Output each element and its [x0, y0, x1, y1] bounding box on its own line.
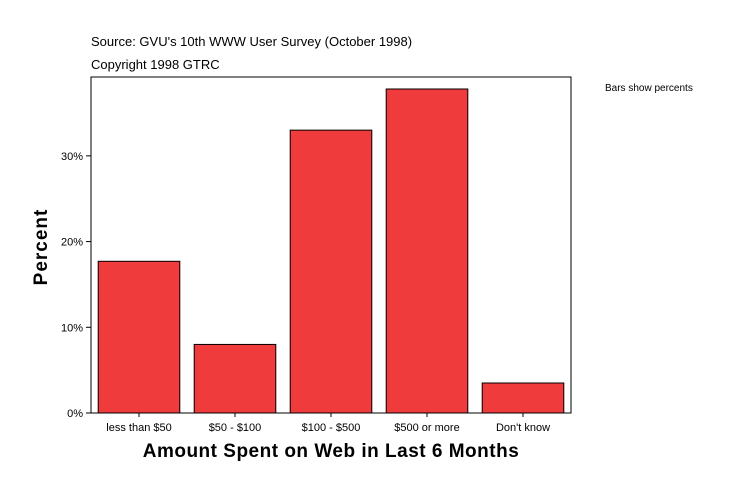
x-tick-label: $50 - $100: [209, 422, 262, 434]
bar: [97, 260, 181, 414]
bars-group: [97, 88, 565, 414]
x-tick-label: $500 or more: [394, 422, 459, 434]
y-tick-label: 30%: [61, 151, 83, 163]
y-tick-label: 10%: [61, 322, 83, 334]
legend-note: Bars show percents: [605, 83, 693, 94]
x-tick-label: $100 - $500: [302, 422, 361, 434]
x-tick-label: less than $50: [106, 422, 171, 434]
source-text: Source: GVU's 10th WWW User Survey (Octo…: [91, 34, 412, 49]
x-tick-label: Don't know: [496, 422, 550, 434]
bar: [385, 88, 469, 414]
y-axis: 0% 10% 20% 30%: [61, 151, 91, 420]
bar: [289, 129, 373, 414]
bar: [193, 343, 277, 414]
x-axis: less than $50 $50 - $100 $100 - $500 $500 o…: [106, 413, 550, 434]
copyright-text: Copyright 1998 GTRC: [91, 57, 220, 72]
y-tick-label: 0%: [67, 408, 83, 420]
y-tick-label: 20%: [61, 237, 83, 249]
x-axis-label: Amount Spent on Web in Last 6 Months: [143, 441, 520, 462]
bar: [481, 382, 565, 414]
y-axis-label: Percent: [31, 209, 52, 286]
